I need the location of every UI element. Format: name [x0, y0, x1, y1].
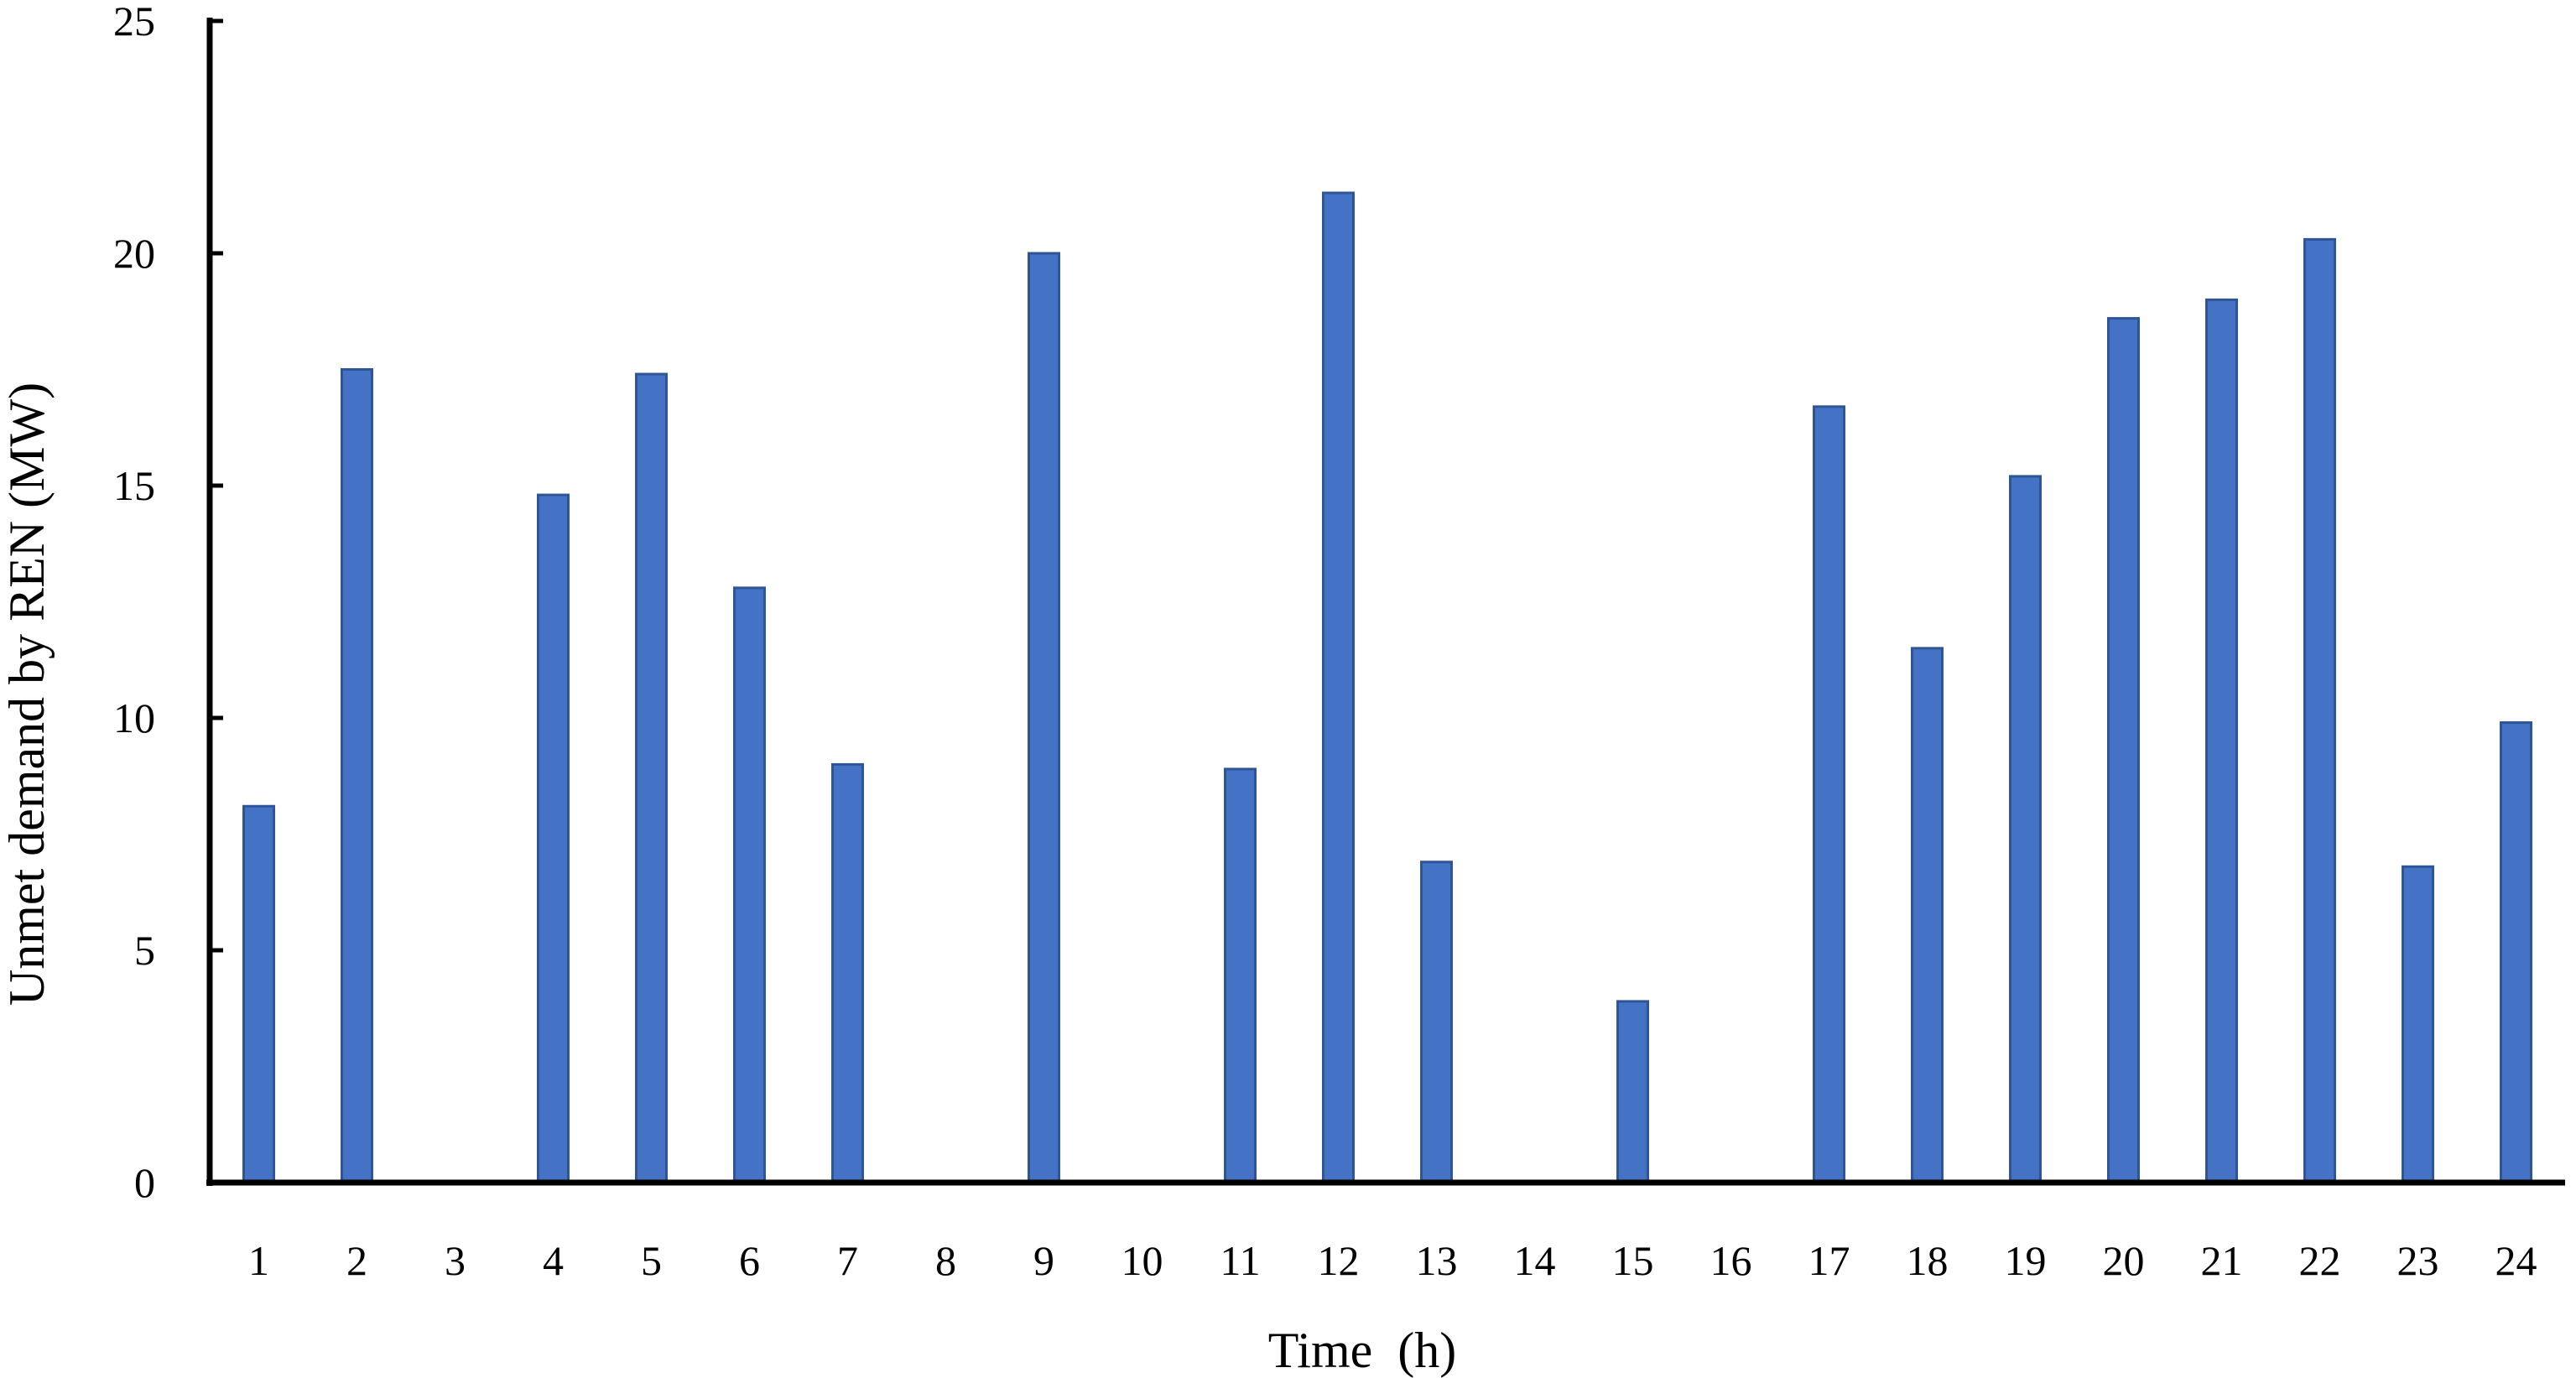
x-tick-label: 4: [543, 1237, 564, 1284]
bar-22: [2303, 237, 2336, 1184]
bar-6: [733, 586, 766, 1184]
bar-20: [2107, 317, 2140, 1184]
bar-2: [341, 368, 373, 1184]
x-axis-title: Time (h): [1268, 1323, 1456, 1378]
bar-7: [831, 762, 864, 1184]
bar-1: [242, 804, 275, 1184]
x-tick-label: 24: [2495, 1237, 2537, 1284]
x-ticks-group: 1 2 3 4 5 6 7 8 9 10 11 12 13 14 15 16 17 18 19 20 21 22 23 24: [248, 1237, 2537, 1284]
x-tick-label: 9: [1033, 1237, 1054, 1284]
y-ticks-group: 0 5 10 15 20 25: [113, 0, 223, 1206]
x-tick-label: 16: [1710, 1237, 1752, 1284]
x-tick-label: 1: [248, 1237, 269, 1284]
bar-24: [2500, 721, 2532, 1184]
bar-5: [635, 372, 668, 1184]
y-tick-label: 5: [134, 927, 155, 974]
x-tick-label: 22: [2299, 1237, 2341, 1284]
x-tick-label: 8: [935, 1237, 956, 1284]
bar-15: [1616, 1000, 1649, 1184]
bar-17: [1813, 405, 1845, 1184]
x-tick-label: 10: [1121, 1237, 1163, 1284]
bar-4: [537, 493, 570, 1184]
bar-13: [1420, 861, 1453, 1184]
x-tick-label: 18: [1907, 1237, 1949, 1284]
y-tick-label: 20: [113, 230, 155, 277]
x-tick-label: 20: [2103, 1237, 2145, 1284]
y-tick-label: 0: [134, 1159, 155, 1206]
y-tick-label: 10: [113, 694, 155, 741]
x-tick-label: 14: [1514, 1237, 1556, 1284]
bar-11: [1224, 767, 1257, 1184]
y-tick-label: 25: [113, 0, 155, 44]
x-tick-label: 2: [346, 1237, 367, 1284]
x-tick-label: 17: [1808, 1237, 1850, 1284]
x-tick-label: 11: [1220, 1237, 1260, 1284]
bars-group: [242, 191, 2532, 1184]
bar-19: [2009, 475, 2042, 1184]
x-tick-label: 3: [445, 1237, 466, 1284]
bar-12: [1322, 191, 1355, 1184]
x-tick-label: 7: [837, 1237, 858, 1284]
x-tick-label: 21: [2201, 1237, 2243, 1284]
bar-21: [2205, 298, 2238, 1184]
x-tick-label: 6: [739, 1237, 760, 1284]
bar-9: [1028, 252, 1060, 1184]
x-tick-label: 12: [1318, 1237, 1360, 1284]
bar-23: [2402, 865, 2434, 1184]
x-tick-label: 13: [1416, 1237, 1458, 1284]
x-tick-label: 23: [2397, 1237, 2439, 1284]
x-tick-label: 15: [1612, 1237, 1654, 1284]
x-tick-label: 5: [641, 1237, 662, 1284]
bar-18: [1911, 647, 1944, 1184]
y-tick-label: 15: [113, 462, 155, 509]
x-tick-label: 19: [2005, 1237, 2047, 1284]
y-axis-title: Unmet demand by REN (MW): [0, 382, 55, 1006]
